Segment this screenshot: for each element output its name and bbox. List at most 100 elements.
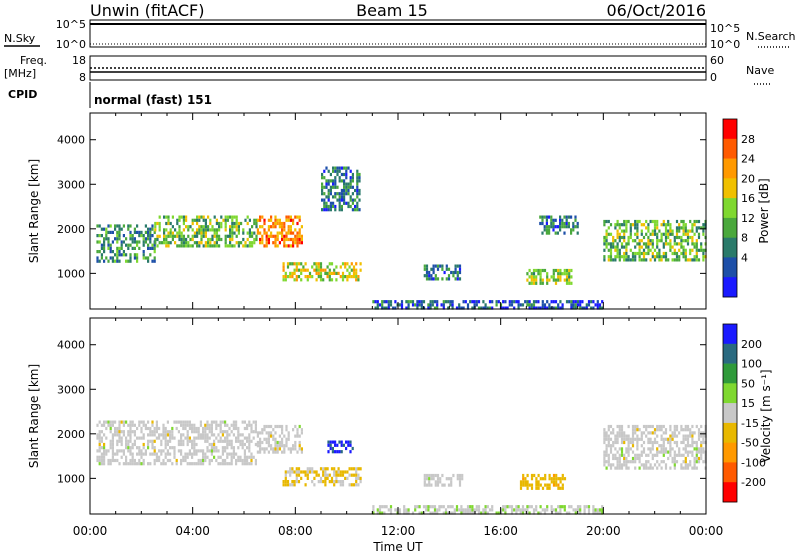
- echo-cell: [251, 241, 254, 245]
- echo-cell: [241, 442, 244, 447]
- echo-cell: [452, 473, 455, 478]
- echo-cell: [568, 275, 571, 279]
- echo-cell: [120, 246, 123, 250]
- echo-cell: [649, 440, 652, 445]
- echo-cell: [300, 268, 303, 272]
- echo-cell: [147, 230, 150, 234]
- echo-cell: [251, 225, 254, 229]
- echo-cell: [109, 426, 112, 431]
- echo-cell: [131, 420, 134, 424]
- echo-cell: [259, 431, 262, 435]
- echo-cell: [311, 467, 314, 471]
- echo-cell: [231, 244, 234, 248]
- echo-cell: [552, 508, 555, 512]
- echo-cell: [224, 439, 227, 443]
- echo-cell: [330, 262, 334, 266]
- echo-cell: [522, 473, 525, 478]
- echo-cell: [149, 439, 152, 443]
- echo-cell: [351, 176, 354, 180]
- echo-cell: [517, 300, 520, 304]
- echo-cell: [640, 431, 643, 435]
- echo-cell: [122, 250, 125, 254]
- echo-cell: [293, 262, 296, 266]
- echo-cell: [416, 300, 419, 304]
- echo-cell: [127, 423, 130, 427]
- echo-cell: [596, 306, 599, 310]
- echo-cell: [642, 463, 646, 467]
- echo-cell: [616, 223, 619, 227]
- echo-cell: [356, 179, 359, 183]
- echo-cell: [96, 250, 99, 254]
- echo-cell: [592, 511, 595, 515]
- echo-cell: [349, 185, 352, 189]
- echo-cell: [638, 453, 641, 457]
- echo-cell: [199, 433, 202, 437]
- echo-cell: [169, 430, 172, 434]
- echo-cell: [530, 483, 534, 487]
- echo-cell: [232, 446, 235, 450]
- echo-cell: [425, 473, 429, 478]
- echo-cell: [614, 245, 617, 249]
- echo-cell: [447, 306, 450, 310]
- echo-cell: [138, 452, 141, 456]
- echo-cell: [289, 237, 292, 242]
- echo-cell: [691, 248, 694, 252]
- echo-cell: [294, 234, 297, 238]
- echo-cell: [186, 436, 189, 440]
- echo-cell: [680, 242, 683, 246]
- echo-cell: [182, 244, 185, 248]
- echo-cell: [653, 428, 657, 432]
- echo-cell: [422, 300, 426, 304]
- echo-cell: [186, 420, 189, 424]
- echo-cell: [557, 306, 560, 310]
- nsearch-tick-top: 10^5: [710, 22, 740, 35]
- echo-cell: [315, 265, 318, 269]
- echo-cell: [607, 444, 610, 448]
- echo-cell: [226, 433, 229, 437]
- echo-cell: [539, 511, 542, 515]
- echo-cell: [541, 215, 544, 219]
- echo-cell: [296, 434, 299, 438]
- cpid-mode: normal (fast) 151: [94, 93, 212, 107]
- echo-cell: [697, 235, 701, 240]
- echo-cell: [603, 239, 606, 243]
- echo-cell: [471, 505, 474, 509]
- echo-cell: [129, 439, 132, 443]
- echo-cell: [684, 428, 687, 432]
- echo-cell: [111, 449, 114, 453]
- echo-cell: [335, 473, 338, 477]
- echo-cell: [678, 248, 681, 252]
- echo-cell: [297, 262, 301, 266]
- echo-cell: [682, 229, 685, 233]
- echo-cell: [634, 431, 637, 435]
- echo-cell: [673, 431, 676, 435]
- echo-cell: [658, 239, 661, 243]
- echo-cell: [439, 477, 442, 481]
- echo-cell: [695, 456, 698, 461]
- echo-cell: [300, 271, 303, 275]
- echo-cell: [642, 447, 646, 451]
- echo-cell: [420, 300, 423, 304]
- echo-cell: [263, 428, 266, 432]
- echo-cell: [640, 232, 643, 236]
- echo-cell: [163, 228, 166, 232]
- echo-cell: [513, 306, 516, 310]
- echo-cell: [169, 241, 172, 245]
- echo-cell: [289, 218, 292, 222]
- echo-cell: [469, 300, 472, 304]
- echo-cell: [502, 306, 505, 310]
- echo-cell: [244, 244, 247, 248]
- echo-cell: [265, 241, 268, 245]
- echo-cell: [242, 231, 245, 235]
- echo-cell: [239, 455, 242, 459]
- echo-cell: [532, 275, 536, 279]
- echo-cell: [451, 505, 454, 509]
- beam-title: Beam 15: [356, 1, 428, 20]
- echo-cell: [127, 227, 130, 231]
- echo-cell: [255, 221, 258, 226]
- echo-cell: [559, 477, 562, 481]
- echo-cell: [292, 231, 295, 235]
- echo-cell: [302, 265, 305, 269]
- echo-cell: [282, 268, 285, 272]
- echo-cell: [289, 447, 292, 451]
